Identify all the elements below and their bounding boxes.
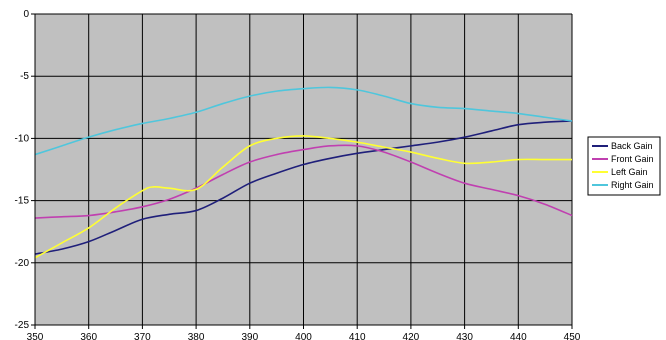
x-tick-label: 360 — [80, 332, 97, 340]
legend-label-back-gain: Back Gain — [611, 141, 653, 151]
x-tick-label: 380 — [188, 332, 205, 340]
series-line-back-gain — [34, 120, 573, 255]
y-tick-label: -20 — [15, 258, 30, 269]
y-tick-label: -25 — [15, 320, 30, 331]
series-line-left-gain — [34, 135, 572, 259]
y-tick-label: -5 — [20, 71, 29, 82]
x-tick-label: 350 — [27, 332, 44, 340]
x-tick-label: 430 — [456, 332, 473, 340]
x-tick-label: 450 — [564, 332, 581, 340]
series-lines — [34, 86, 573, 259]
series-line-front-gain — [34, 144, 573, 219]
series-line-right-gain — [34, 86, 573, 156]
legend-label-right-gain: Right Gain — [611, 180, 654, 190]
y-axis-ticks: 0 -5 -10 -15 -20 -25 — [15, 9, 35, 331]
x-axis-ticks: 350 360 370 380 390 400 410 420 430 440 450 — [27, 325, 581, 340]
y-tick-label: -15 — [15, 196, 30, 207]
y-tick-label: 0 — [23, 9, 29, 20]
x-tick-label: 440 — [510, 332, 527, 340]
x-tick-label: 420 — [403, 332, 420, 340]
x-tick-label: 410 — [349, 332, 366, 340]
gridlines — [34, 13, 573, 326]
x-tick-label: 400 — [295, 332, 312, 340]
legend-label-left-gain: Left Gain — [611, 167, 648, 177]
legend-label-front-gain: Front Gain — [611, 154, 654, 164]
x-tick-label: 370 — [134, 332, 151, 340]
legend: Back Gain Front Gain Left Gain Right Gain — [587, 136, 661, 196]
x-tick-label: 390 — [241, 332, 258, 340]
y-tick-label: -10 — [15, 133, 30, 144]
